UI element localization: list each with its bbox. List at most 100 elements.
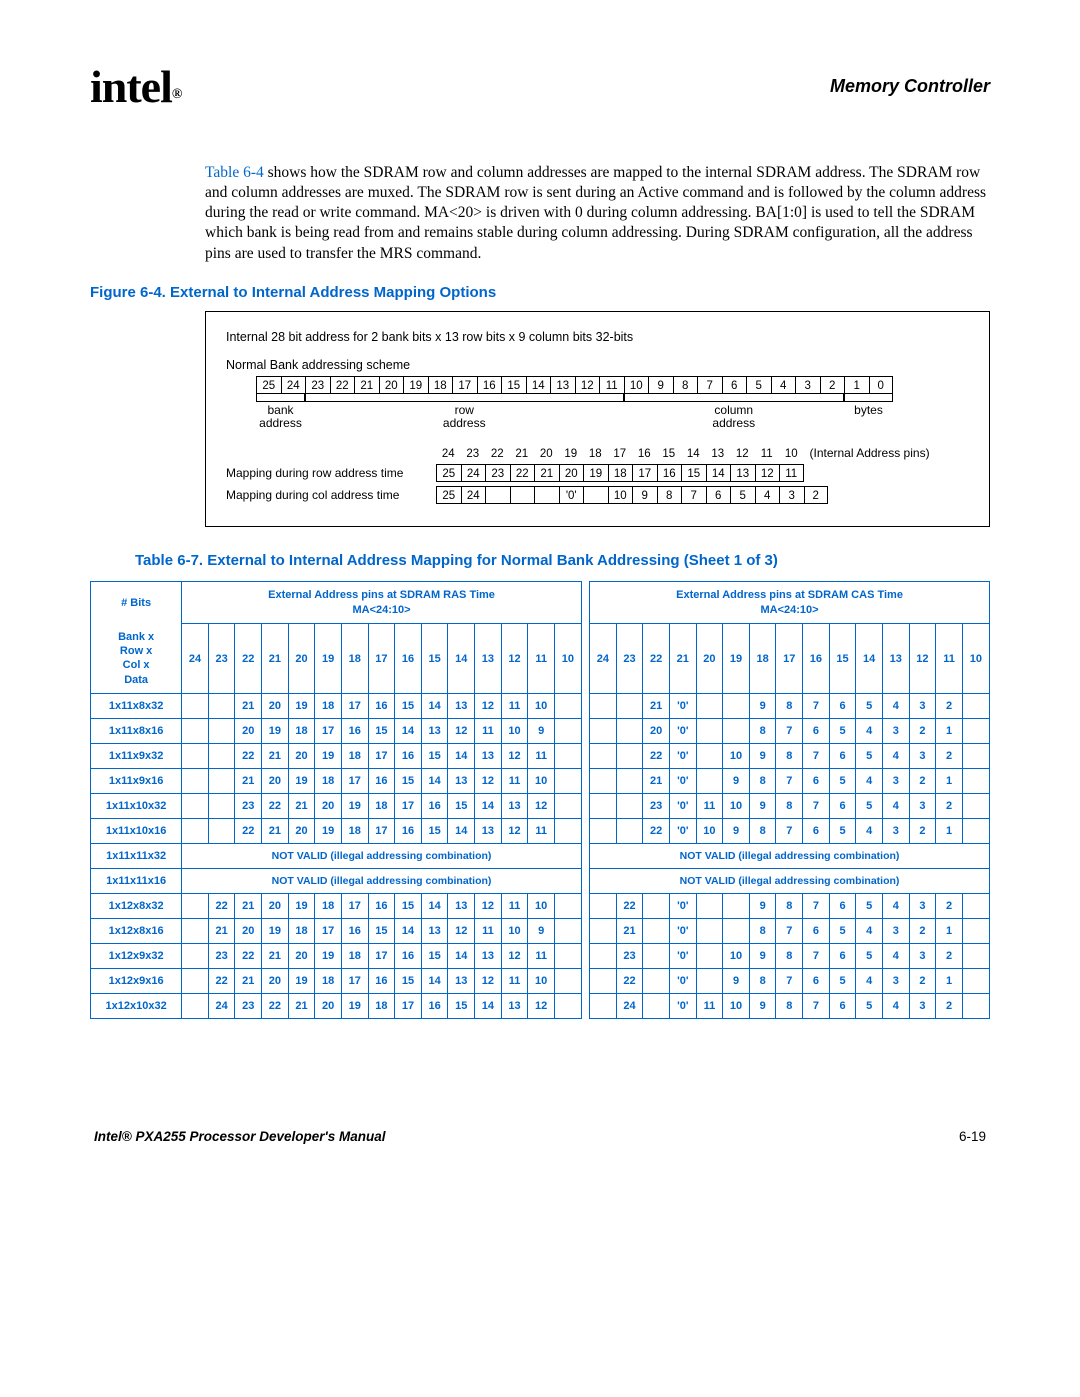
ras-cell: 17 bbox=[341, 694, 368, 719]
cas-cell: '0' bbox=[669, 944, 696, 969]
cas-cell: 1 bbox=[936, 719, 963, 744]
cas-cell: '0' bbox=[669, 744, 696, 769]
gap bbox=[581, 719, 589, 744]
col-number: 24 bbox=[590, 624, 617, 694]
cas-cell: '0' bbox=[669, 719, 696, 744]
cas-cell: 9 bbox=[749, 744, 776, 769]
ras-cell: 9 bbox=[528, 919, 555, 944]
ras-cell: 15 bbox=[421, 944, 448, 969]
col-number: 22 bbox=[643, 624, 670, 694]
ras-cell bbox=[208, 769, 235, 794]
ras-cell bbox=[208, 694, 235, 719]
ras-cell bbox=[182, 719, 209, 744]
ras-cell: 19 bbox=[288, 769, 315, 794]
col-number: 24 bbox=[182, 624, 209, 694]
ras-cell: 11 bbox=[528, 819, 555, 844]
row-name: 1x11x10x16 bbox=[91, 819, 182, 844]
cas-cell: 9 bbox=[723, 969, 750, 994]
bit-cell: 20 bbox=[379, 376, 404, 394]
cas-cell: '0' bbox=[669, 694, 696, 719]
map-cell: 18 bbox=[608, 464, 633, 482]
ras-cell: 12 bbox=[448, 719, 475, 744]
col-number: 17 bbox=[368, 624, 395, 694]
cas-cell bbox=[962, 719, 989, 744]
map-cell bbox=[510, 486, 535, 504]
cas-cell: 1 bbox=[936, 919, 963, 944]
ras-cell: 13 bbox=[475, 744, 502, 769]
map-cell: 10 bbox=[608, 486, 633, 504]
ras-cell: 18 bbox=[341, 944, 368, 969]
intel-logo: intel® bbox=[90, 60, 181, 113]
pins-suffix: (Internal Address pins) bbox=[810, 446, 930, 460]
cas-cell: 1 bbox=[936, 819, 963, 844]
bit-cell: 24 bbox=[281, 376, 306, 394]
ras-cell: 19 bbox=[288, 894, 315, 919]
cas-cell: 6 bbox=[803, 969, 830, 994]
cas-cell: 9 bbox=[723, 819, 750, 844]
cas-cell bbox=[616, 694, 643, 719]
map-cell: 9 bbox=[632, 486, 657, 504]
ras-cell: 21 bbox=[235, 694, 262, 719]
ras-cell bbox=[554, 969, 581, 994]
cas-cell: 6 bbox=[829, 944, 856, 969]
ras-cell: 22 bbox=[235, 744, 262, 769]
cas-cell: 6 bbox=[829, 894, 856, 919]
cas-cell bbox=[616, 794, 643, 819]
ras-cell: 20 bbox=[262, 694, 289, 719]
map-cell: 14 bbox=[706, 464, 731, 482]
ras-cell bbox=[554, 894, 581, 919]
cas-cell: 7 bbox=[803, 744, 830, 769]
ras-cell: 19 bbox=[262, 919, 289, 944]
cas-cell: 5 bbox=[829, 969, 856, 994]
ras-cell: 15 bbox=[421, 819, 448, 844]
map-cell bbox=[583, 486, 608, 504]
cas-cell bbox=[962, 944, 989, 969]
cas-cell bbox=[590, 744, 617, 769]
bit-cell: 6 bbox=[722, 376, 747, 394]
cas-cell bbox=[590, 919, 617, 944]
figure-box: Internal 28 bit address for 2 bank bits … bbox=[205, 311, 990, 527]
cas-cell bbox=[696, 694, 723, 719]
cas-cell bbox=[590, 719, 617, 744]
bit-cell: 25 bbox=[256, 376, 281, 394]
bit-cell: 16 bbox=[477, 376, 502, 394]
cas-cell: 6 bbox=[803, 919, 830, 944]
cas-cell bbox=[962, 694, 989, 719]
ras-cell: 16 bbox=[421, 794, 448, 819]
ras-cell: 12 bbox=[528, 994, 555, 1019]
cas-cell: 3 bbox=[909, 994, 936, 1019]
col-addr-mapping: Mapping during col address time 2524'0'1… bbox=[226, 486, 969, 504]
cas-cell: 22 bbox=[616, 894, 643, 919]
ras-cell: 15 bbox=[395, 969, 422, 994]
ras-cell: 15 bbox=[448, 994, 475, 1019]
cas-cell: 4 bbox=[856, 919, 883, 944]
ras-cell: 14 bbox=[421, 894, 448, 919]
col-number: 10 bbox=[554, 624, 581, 694]
cas-cell: 1 bbox=[936, 969, 963, 994]
cas-cell: 4 bbox=[882, 894, 909, 919]
col-number: 21 bbox=[669, 624, 696, 694]
cas-cell: 10 bbox=[723, 794, 750, 819]
table-ref-link[interactable]: Table 6-4 bbox=[205, 164, 264, 181]
map-cell: 2 bbox=[804, 486, 829, 504]
cas-cell: 8 bbox=[749, 819, 776, 844]
ras-cell: 13 bbox=[448, 769, 475, 794]
ras-cell: 17 bbox=[315, 919, 342, 944]
ras-cell bbox=[554, 769, 581, 794]
cas-cell: 2 bbox=[936, 794, 963, 819]
map-cell: 19 bbox=[583, 464, 608, 482]
cas-cell: 1 bbox=[936, 769, 963, 794]
cas-cell: 9 bbox=[723, 769, 750, 794]
ras-cell: 11 bbox=[475, 719, 502, 744]
cas-cell: '0' bbox=[669, 894, 696, 919]
cas-cell bbox=[962, 894, 989, 919]
cas-cell: 7 bbox=[776, 769, 803, 794]
ras-cell: 10 bbox=[528, 769, 555, 794]
ras-cell bbox=[182, 694, 209, 719]
ras-cell: 20 bbox=[235, 719, 262, 744]
col-number: 18 bbox=[341, 624, 368, 694]
cas-cell bbox=[643, 919, 670, 944]
col-number: 19 bbox=[315, 624, 342, 694]
cas-cell bbox=[590, 894, 617, 919]
cas-cell bbox=[962, 994, 989, 1019]
